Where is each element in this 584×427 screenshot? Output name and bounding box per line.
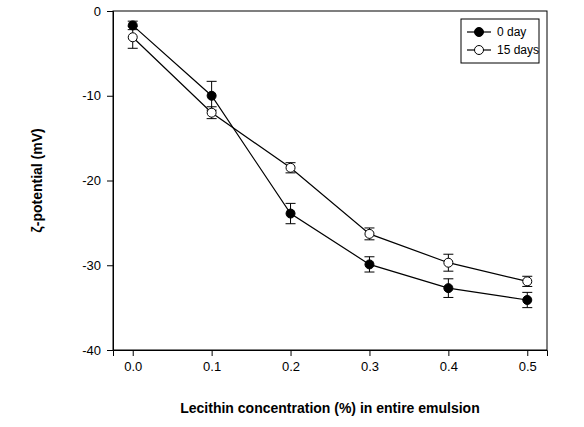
tick-label: 0.3 bbox=[361, 359, 379, 374]
error-bar bbox=[522, 276, 532, 286]
error-bar bbox=[128, 26, 138, 48]
data-point bbox=[523, 277, 532, 286]
error-bar bbox=[364, 257, 374, 272]
data-point bbox=[286, 209, 295, 218]
y-axis: -40 -30 -20 -10 0 bbox=[82, 4, 113, 358]
tick-mark bbox=[107, 265, 113, 266]
error-bar bbox=[364, 228, 374, 240]
tick: 0.3 bbox=[361, 350, 379, 374]
tick: -20 bbox=[82, 173, 113, 188]
error-bar bbox=[443, 254, 453, 271]
data-point bbox=[444, 284, 453, 293]
tick-label: -40 bbox=[82, 343, 101, 358]
tick-label: 0.4 bbox=[440, 359, 458, 374]
tick-mark bbox=[291, 350, 292, 356]
legend-label: 0 day bbox=[497, 25, 526, 39]
legend-symbol bbox=[475, 46, 484, 55]
tick: 0.0 bbox=[124, 350, 142, 374]
tick-mark bbox=[212, 350, 213, 356]
tick: -40 bbox=[82, 343, 113, 358]
error-bar bbox=[522, 292, 532, 307]
tick-mark bbox=[133, 350, 134, 356]
data-point bbox=[365, 260, 374, 269]
tick: 0.4 bbox=[440, 350, 458, 374]
legend-label: 15 days bbox=[497, 43, 539, 57]
data-point bbox=[365, 229, 374, 238]
error-bar bbox=[207, 81, 217, 110]
tick-label: -20 bbox=[82, 173, 101, 188]
data-point bbox=[444, 258, 453, 267]
tick-mark bbox=[369, 350, 370, 356]
tick-mark bbox=[107, 181, 113, 182]
tick: 0.2 bbox=[282, 350, 300, 374]
tick-mark bbox=[107, 96, 113, 97]
tick-mark bbox=[107, 11, 113, 12]
legend-box bbox=[461, 19, 539, 63]
data-point bbox=[128, 33, 137, 42]
tick-mark bbox=[527, 350, 528, 356]
series-line bbox=[133, 25, 528, 300]
error-bar bbox=[286, 203, 296, 223]
tick-label: 0.2 bbox=[282, 359, 300, 374]
tick: 0.1 bbox=[203, 350, 221, 374]
y-axis-title: ζ-potential (mV) bbox=[29, 128, 45, 232]
error-bar bbox=[286, 163, 296, 173]
data-point bbox=[286, 163, 295, 172]
chart: 0.0 0.1 0.2 0.3 0.4 0.5 -40 -30 -20 -10 0 0 day 15 d… bbox=[0, 0, 584, 427]
plot-frame bbox=[113, 11, 547, 350]
tick: 0 bbox=[94, 4, 113, 19]
tick: -30 bbox=[82, 258, 113, 273]
tick-label: 0.5 bbox=[519, 359, 537, 374]
data-point bbox=[523, 295, 532, 304]
axis-line bbox=[114, 351, 548, 357]
data-point bbox=[207, 108, 216, 117]
tick-label: 0.0 bbox=[124, 359, 142, 374]
tick-mark bbox=[107, 350, 113, 351]
tick-label: 0.1 bbox=[203, 359, 221, 374]
tick: 0.5 bbox=[519, 350, 537, 374]
legend: 0 day 15 days bbox=[461, 19, 539, 63]
series-line bbox=[133, 37, 528, 281]
tick-label: -30 bbox=[82, 258, 101, 273]
data-point bbox=[207, 91, 216, 100]
tick-label: -10 bbox=[82, 88, 101, 103]
plot-area: 0.0 0.1 0.2 0.3 0.4 0.5 -40 -30 -20 -10 0 0 day 15 d… bbox=[82, 4, 547, 375]
data-layer bbox=[128, 21, 533, 308]
tick: -10 bbox=[82, 88, 113, 103]
tick-label: 0 bbox=[94, 4, 101, 19]
legend-symbol bbox=[475, 28, 484, 37]
x-axis-title: Lecithin concentration (%) in entire emu… bbox=[180, 400, 479, 416]
tick-mark bbox=[448, 350, 449, 356]
error-bar bbox=[443, 279, 453, 298]
error-bar bbox=[207, 107, 217, 119]
x-axis: 0.0 0.1 0.2 0.3 0.4 0.5 bbox=[114, 350, 548, 374]
